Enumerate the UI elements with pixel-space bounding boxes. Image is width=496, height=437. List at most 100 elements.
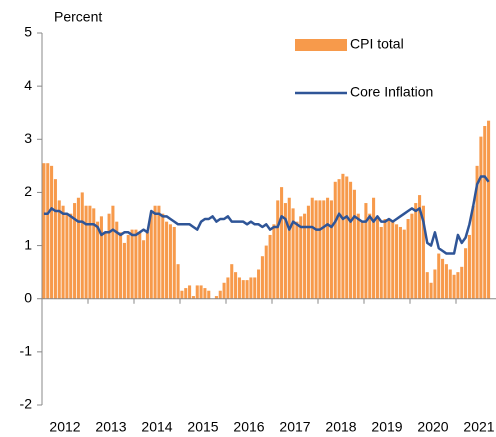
x-tick-label: 2013 [95,419,126,435]
bar [92,208,96,299]
bar [76,197,80,299]
x-tick-label: 2015 [187,419,218,435]
legend-label: Core Inflation [350,84,433,100]
bar [360,221,364,299]
bar [203,288,207,299]
bar [153,205,157,299]
bar [318,200,322,299]
bar [138,232,142,299]
bar [456,272,460,299]
bar [46,163,50,299]
x-tick-label: 2014 [141,419,172,435]
bar [161,213,165,299]
bar [122,242,126,299]
bar [433,269,437,299]
bar [96,221,100,299]
bar [237,277,241,299]
bar [368,213,372,299]
bar [103,232,107,299]
bar [264,245,268,299]
bar [130,229,134,299]
bar [437,253,441,299]
bar [303,213,307,299]
bar [345,176,349,299]
bar [283,203,287,299]
bar [326,197,330,299]
bar [379,226,383,299]
bar [452,274,456,299]
bar [188,285,192,299]
bar [418,195,422,299]
bar [172,226,176,299]
bar [218,290,222,299]
bar [406,219,410,299]
bar [176,264,180,299]
bar [483,126,487,299]
bar [168,224,172,299]
y-tick-label: -2 [20,396,33,412]
bar [53,179,57,299]
bar [180,290,184,299]
x-tick-label: 2021 [463,419,494,435]
y-tick-label: 0 [24,289,32,305]
bar [299,216,303,299]
y-tick-label: 5 [24,24,32,40]
bar [145,232,149,299]
bar [61,205,65,299]
bar [199,285,203,299]
bar [268,234,272,299]
bar [149,213,153,299]
y-tick-label: -1 [20,343,33,359]
bar [50,165,54,299]
bar [241,280,245,299]
bar [291,208,295,299]
bar [429,282,433,299]
bar [414,203,418,299]
bar [195,285,199,299]
line [43,175,490,255]
bar [226,277,230,299]
bar [69,213,73,299]
x-tick-label: 2020 [417,419,448,435]
bar [467,234,471,299]
bar [464,248,468,299]
bar [460,266,464,299]
bar [337,179,341,299]
bar [184,288,188,299]
bar [444,264,448,299]
bar [111,205,115,299]
bar [107,213,111,299]
bar [372,197,376,299]
bar [115,221,119,299]
bar [287,197,291,299]
bar [230,264,234,299]
bar [341,173,345,299]
bar [80,192,84,299]
bar [475,165,479,299]
bar [295,221,299,299]
bar [191,296,195,299]
bar [487,120,491,299]
y-tick-label: 3 [24,130,32,146]
bar [410,213,414,299]
x-tick-label: 2016 [233,419,264,435]
bar [57,200,61,299]
y-axis-label: Percent [54,9,102,25]
bar [280,187,284,299]
bar [222,282,226,299]
bar [310,197,314,299]
bar [119,232,123,299]
bar [249,277,253,299]
bar [157,205,161,299]
bar [322,200,326,299]
y-tick-label: 1 [24,236,32,252]
bar [207,290,211,299]
bar [234,272,238,299]
x-tick-label: 2019 [371,419,402,435]
bar [333,181,337,299]
y-tick-label: 2 [24,183,32,199]
bar [349,181,353,299]
bar [352,189,356,299]
